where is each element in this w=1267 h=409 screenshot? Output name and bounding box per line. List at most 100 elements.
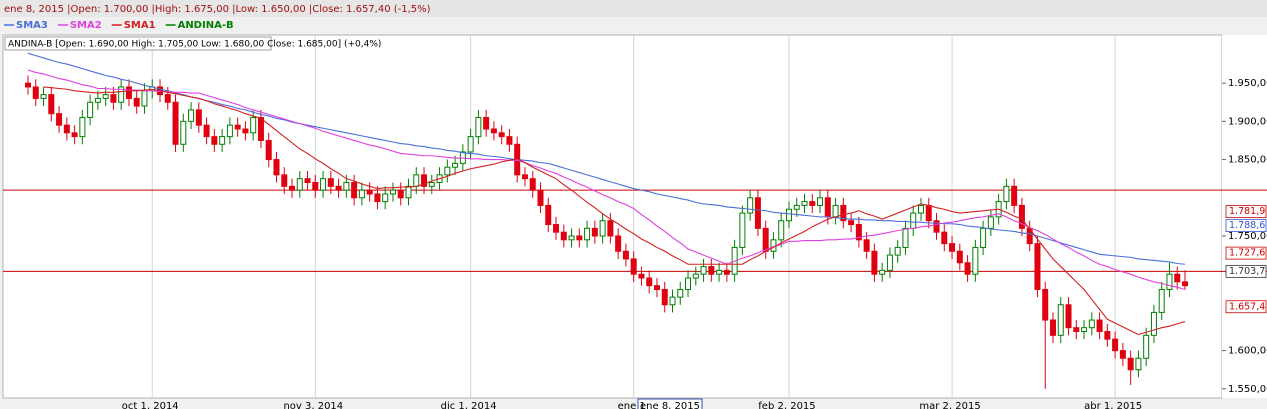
candle-body <box>366 189 373 195</box>
candle-body <box>242 128 249 134</box>
candle-body <box>265 139 272 161</box>
candle-body <box>723 269 730 275</box>
candle-body <box>506 136 513 145</box>
candle-body <box>762 227 769 252</box>
candle-body <box>1127 357 1134 371</box>
candle-body <box>599 220 606 237</box>
candle-body <box>1073 327 1080 333</box>
x-tick-label: ene 1 <box>618 401 646 409</box>
candle-body <box>1049 319 1056 336</box>
legend: SMA3 SMA2 SMA1 ANDINA-B <box>4 20 234 31</box>
candle-body <box>653 285 660 290</box>
candle-body <box>257 117 264 141</box>
candle-body <box>397 189 404 199</box>
candle-body <box>110 94 117 103</box>
candle-body <box>25 82 31 88</box>
candle-body <box>312 181 319 191</box>
y-tick-label: 1.950,00 <box>1228 78 1267 89</box>
y-tick-label: 1.750,00 <box>1228 231 1267 242</box>
candle-body <box>1081 327 1088 333</box>
candle-body <box>840 204 847 222</box>
candle-body <box>770 239 777 252</box>
sma-line <box>27 69 1186 291</box>
candle-body <box>700 266 707 275</box>
candle-body <box>661 288 668 306</box>
y-tick-label: 1.600,00 <box>1228 346 1267 357</box>
info-box <box>4 36 272 51</box>
candle-body <box>1143 334 1150 359</box>
candle-body <box>40 94 47 99</box>
candle-body <box>1065 304 1072 329</box>
candle-body <box>685 277 692 290</box>
candle-body <box>1135 357 1142 371</box>
candle-body <box>273 159 280 176</box>
candle-body <box>980 227 987 248</box>
candle-body <box>56 113 63 126</box>
candle-body <box>716 269 723 275</box>
candle-body <box>63 124 70 134</box>
candle-body <box>560 231 567 241</box>
candle-body <box>444 166 451 176</box>
candle-body <box>1174 273 1181 283</box>
candle-body <box>987 216 994 229</box>
candle-body <box>894 246 901 256</box>
candle-body <box>607 220 614 237</box>
candle-body <box>32 86 39 99</box>
candle-body <box>630 258 637 275</box>
candle-body <box>785 208 792 222</box>
price-label-box <box>1225 205 1267 219</box>
x-tick-label: nov 3, 2014 <box>283 401 343 409</box>
y-tick-label: 1.900,00 <box>1228 116 1267 127</box>
candle-body <box>886 254 893 271</box>
sma-line <box>43 86 1186 336</box>
candle-body <box>226 124 233 138</box>
candle-body <box>677 288 684 298</box>
candle-body <box>180 120 187 145</box>
candle-body <box>234 124 241 130</box>
price-label: 1.788,6 <box>1229 220 1265 231</box>
candle-body <box>498 132 505 138</box>
candle-body <box>1096 319 1103 333</box>
candle-body <box>1034 243 1041 290</box>
candle-body <box>1166 273 1173 290</box>
sma-line <box>27 52 1186 265</box>
candle-body <box>195 109 202 126</box>
price-label-box <box>1225 246 1267 260</box>
candle-body <box>615 235 622 252</box>
candle-body <box>863 239 870 252</box>
candle-body <box>203 124 210 138</box>
candle-body <box>739 212 746 248</box>
candle-body <box>250 117 257 134</box>
candle-body <box>1003 185 1010 203</box>
candle-body <box>793 204 800 210</box>
x-tick-label: abr 1, 2015 <box>1084 401 1142 409</box>
candle-body <box>172 101 179 145</box>
candle-body <box>1112 338 1119 352</box>
candle-body <box>902 227 909 248</box>
candle-body <box>708 266 715 275</box>
candle-body <box>1057 304 1064 336</box>
price-label: 1.727,6 <box>1229 248 1265 259</box>
plot <box>3 35 1267 398</box>
legend-label: ANDINA-B <box>178 20 234 31</box>
candle-body <box>622 250 629 260</box>
candle-body <box>188 109 195 122</box>
y-tick-label: 1.550,00 <box>1228 384 1267 395</box>
candle-body <box>304 178 311 183</box>
candle-body <box>382 193 389 203</box>
candle-body <box>87 101 94 119</box>
candle-body <box>832 204 839 218</box>
candle-body <box>358 189 365 199</box>
candle-body <box>933 220 940 233</box>
candle-body <box>941 231 948 245</box>
candle-body <box>490 128 497 134</box>
candle-body <box>1011 185 1018 206</box>
candle-body <box>1042 288 1049 321</box>
candle-body <box>374 193 381 203</box>
candle-body <box>164 94 171 103</box>
candle-body <box>1150 311 1157 336</box>
candle-body <box>801 201 808 206</box>
candle-body <box>389 189 396 195</box>
price-label-box <box>1225 219 1267 233</box>
candle-body <box>568 235 575 241</box>
